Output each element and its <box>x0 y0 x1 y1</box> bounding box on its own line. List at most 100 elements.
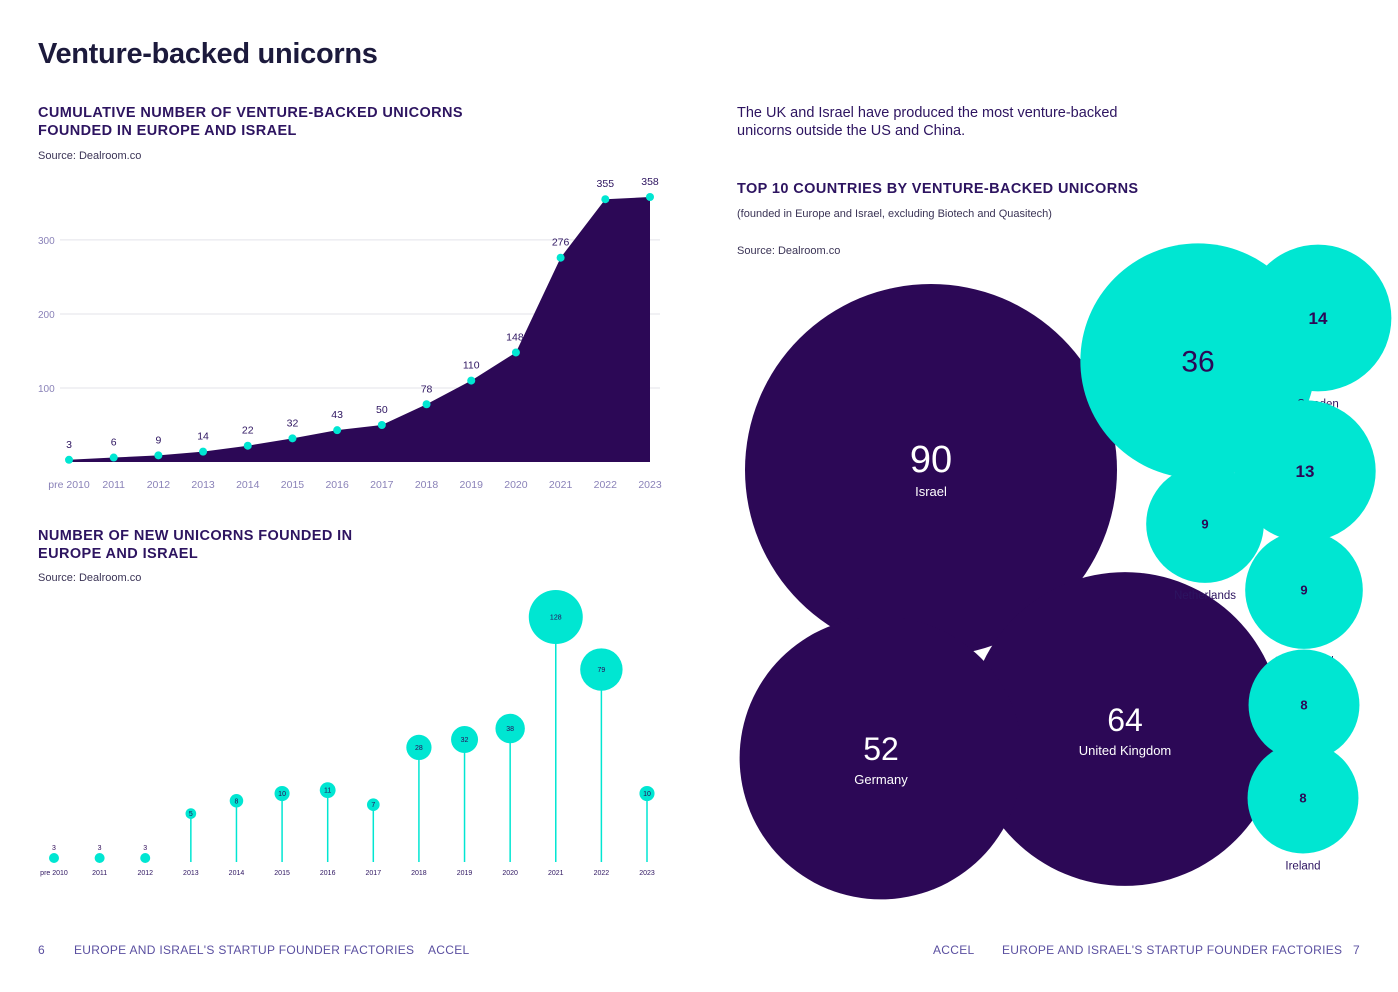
lollipop-bubble <box>319 782 336 799</box>
x-tick-label: 2023 <box>638 479 662 491</box>
x-tick-label: 2012 <box>147 479 171 491</box>
country-bubble <box>1244 244 1392 392</box>
lollipop-bubble <box>229 794 244 808</box>
new-unicorns-chart-source: Source: Dealroom.co <box>38 572 142 584</box>
country-value-label: 52 <box>863 731 899 767</box>
lollipop-bubble <box>49 853 59 863</box>
country-value-label: 36 <box>1181 346 1214 379</box>
cumulative-chart-source: Source: Dealroom.co <box>38 150 142 162</box>
lollipop-bubble <box>495 713 525 744</box>
data-point <box>377 420 386 429</box>
country-bubble <box>1245 531 1363 649</box>
x-tick-label: 2016 <box>320 870 336 877</box>
x-tick-label: 2012 <box>137 870 153 877</box>
lollipop-bubble <box>639 785 655 802</box>
x-tick-label: 2019 <box>460 479 484 491</box>
country-name-label: Germany <box>854 772 908 787</box>
country-value-label: 9 <box>1300 583 1307 598</box>
country-bubble <box>1146 465 1264 583</box>
bubble-value-label: 10 <box>278 791 286 798</box>
data-point <box>109 453 118 462</box>
x-tick-label: 2017 <box>370 479 394 491</box>
x-tick-label: 2021 <box>549 479 573 491</box>
bubble-value-label: 11 <box>324 788 331 795</box>
footer-right-title: EUROPE AND ISRAEL'S STARTUP FOUNDER FACT… <box>1002 943 1343 957</box>
data-label: 355 <box>597 178 615 190</box>
data-point <box>467 376 476 385</box>
bubble-value-label: 10 <box>643 791 651 798</box>
country-bubble <box>745 284 1117 656</box>
x-tick-label: pre 2010 <box>40 870 68 877</box>
footer-right-page-number: 7 <box>1353 943 1360 957</box>
data-label: 110 <box>463 360 480 372</box>
bubble-value-label: 8 <box>235 798 239 805</box>
lollipop-bubble <box>274 785 290 802</box>
country-name-label: Ireland <box>1285 860 1320 872</box>
countries-chart-source: Source: Dealroom.co <box>737 245 841 257</box>
data-point <box>199 447 208 456</box>
y-tick-label: 300 <box>38 236 55 247</box>
country-value-label: 8 <box>1300 698 1307 713</box>
bubble-value-label: 38 <box>506 726 514 733</box>
data-label: 9 <box>155 434 161 446</box>
countries-chart-subtitle: (founded in Europe and Israel, excluding… <box>737 208 1052 220</box>
footer-right-brand: ACCEL <box>933 943 975 957</box>
y-tick-label: 100 <box>38 384 55 395</box>
bubble-value-label: 3 <box>98 845 102 852</box>
data-point <box>601 195 610 204</box>
bubble-value-label: 5 <box>189 811 193 818</box>
intro-text: The UK and Israel have produced the most… <box>737 105 1118 139</box>
x-tick-label: 2020 <box>502 870 518 877</box>
country-value-label: 8 <box>1299 791 1306 806</box>
data-point <box>422 400 431 409</box>
lollipop-bubble <box>406 734 432 761</box>
countries-chart-title: TOP 10 COUNTRIES BY VENTURE-BACKED UNICO… <box>737 181 1139 197</box>
x-tick-label: 2023 <box>639 870 655 877</box>
country-value-label: 90 <box>910 439 952 481</box>
data-point <box>511 348 520 357</box>
country-name-label: Netherlands <box>1174 590 1236 602</box>
x-tick-label: 2020 <box>504 479 528 491</box>
data-point <box>288 434 297 443</box>
data-label: 22 <box>242 425 254 437</box>
x-tick-label: 2018 <box>415 479 439 491</box>
data-label: 358 <box>641 176 659 188</box>
x-tick-label: 2016 <box>325 479 349 491</box>
x-tick-label: 2017 <box>366 870 382 877</box>
data-label: 148 <box>506 331 524 343</box>
lollipop-bubble <box>185 808 197 819</box>
new-unicorns-chart-title: NUMBER OF NEW UNICORNS FOUNDED IN EUROPE… <box>38 528 353 562</box>
bubble-value-label: 79 <box>597 667 605 674</box>
data-label: 32 <box>287 417 299 429</box>
lollipop-bubble <box>140 853 151 863</box>
bubble-value-label: 32 <box>461 737 469 744</box>
data-point <box>154 451 163 460</box>
page-title: Venture-backed unicorns <box>38 38 378 70</box>
x-tick-label: 2014 <box>236 479 260 491</box>
data-label: 43 <box>331 409 343 421</box>
cumulative-area <box>69 197 650 462</box>
lollipop-bubble <box>451 726 479 753</box>
x-tick-label: 2011 <box>92 870 107 877</box>
x-tick-label: 2013 <box>183 870 199 877</box>
x-tick-label: 2018 <box>411 870 427 877</box>
x-tick-label: 2021 <box>548 870 564 877</box>
country-bubble <box>1234 400 1376 542</box>
data-point <box>556 253 565 262</box>
x-tick-label: 2022 <box>594 870 610 877</box>
bubble-value-label: 3 <box>52 845 56 852</box>
data-point <box>333 426 342 435</box>
x-tick-label: 2015 <box>281 479 305 491</box>
footer-left-title: EUROPE AND ISRAEL'S STARTUP FOUNDER FACT… <box>74 943 415 957</box>
data-label: 3 <box>66 439 72 451</box>
country-value-label: 64 <box>1107 702 1143 738</box>
lollipop-bubble <box>366 798 380 812</box>
cumulative-chart-title: CUMULATIVE NUMBER OF VENTURE-BACKED UNIC… <box>38 105 463 139</box>
x-tick-label: 2015 <box>274 870 290 877</box>
bubble-value-label: 128 <box>550 615 562 622</box>
footer-left-brand: ACCEL <box>428 943 470 957</box>
data-label: 50 <box>376 404 388 416</box>
